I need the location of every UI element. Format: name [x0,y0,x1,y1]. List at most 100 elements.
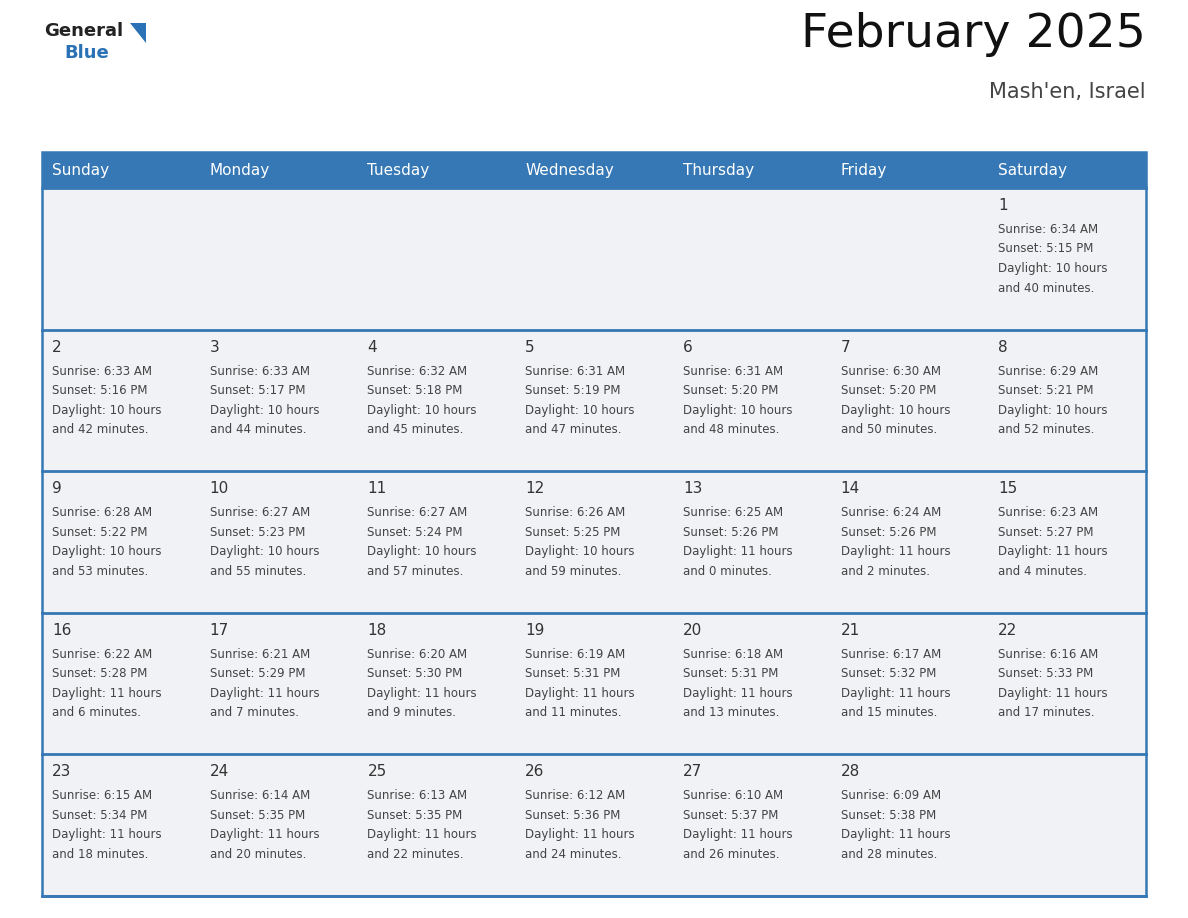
Bar [42,471,1146,613]
Text: Daylight: 10 hours: Daylight: 10 hours [525,545,634,558]
Text: 11: 11 [367,481,386,497]
Text: Sunset: 5:26 PM: Sunset: 5:26 PM [683,526,778,539]
Text: Sunset: 5:22 PM: Sunset: 5:22 PM [52,526,147,539]
Text: and 17 minutes.: and 17 minutes. [998,706,1095,720]
Text: Daylight: 10 hours: Daylight: 10 hours [367,404,476,417]
Text: 2: 2 [52,340,62,354]
Text: Sunset: 5:23 PM: Sunset: 5:23 PM [210,526,305,539]
Text: 19: 19 [525,622,544,638]
Bar [42,188,1146,330]
Text: Sunset: 5:17 PM: Sunset: 5:17 PM [210,384,305,397]
Text: Sunset: 5:30 PM: Sunset: 5:30 PM [367,667,462,680]
Text: Daylight: 11 hours: Daylight: 11 hours [841,687,950,700]
Text: Sunrise: 6:15 AM: Sunrise: 6:15 AM [52,789,152,802]
Text: Sunrise: 6:26 AM: Sunrise: 6:26 AM [525,506,625,520]
Text: Sunset: 5:29 PM: Sunset: 5:29 PM [210,667,305,680]
Text: 9: 9 [52,481,62,497]
Text: Mash'en, Israel: Mash'en, Israel [990,82,1146,102]
Text: and 6 minutes.: and 6 minutes. [52,706,141,720]
Text: Sunrise: 6:18 AM: Sunrise: 6:18 AM [683,648,783,661]
Text: Sunrise: 6:31 AM: Sunrise: 6:31 AM [525,364,625,377]
Text: Sunset: 5:26 PM: Sunset: 5:26 PM [841,526,936,539]
Text: 17: 17 [210,622,229,638]
Bar [42,152,1146,188]
Text: Sunday: Sunday [52,162,109,177]
Text: Sunset: 5:16 PM: Sunset: 5:16 PM [52,384,147,397]
Text: Sunset: 5:31 PM: Sunset: 5:31 PM [525,667,620,680]
Text: Sunrise: 6:12 AM: Sunrise: 6:12 AM [525,789,625,802]
Text: and 4 minutes.: and 4 minutes. [998,565,1087,577]
Text: and 55 minutes.: and 55 minutes. [210,565,307,577]
Text: Daylight: 11 hours: Daylight: 11 hours [841,545,950,558]
Bar [42,330,1146,471]
Text: 22: 22 [998,622,1018,638]
Text: Sunrise: 6:29 AM: Sunrise: 6:29 AM [998,364,1099,377]
Text: Sunrise: 6:10 AM: Sunrise: 6:10 AM [683,789,783,802]
Text: and 2 minutes.: and 2 minutes. [841,565,929,577]
Text: Daylight: 10 hours: Daylight: 10 hours [210,545,320,558]
Text: and 20 minutes.: and 20 minutes. [210,848,307,861]
Text: Daylight: 10 hours: Daylight: 10 hours [683,404,792,417]
Text: Sunrise: 6:30 AM: Sunrise: 6:30 AM [841,364,941,377]
Text: Sunrise: 6:14 AM: Sunrise: 6:14 AM [210,789,310,802]
Text: and 52 minutes.: and 52 minutes. [998,423,1094,436]
Bar [42,152,1146,896]
Text: Sunset: 5:25 PM: Sunset: 5:25 PM [525,526,620,539]
Text: 14: 14 [841,481,860,497]
Text: 7: 7 [841,340,851,354]
Text: and 0 minutes.: and 0 minutes. [683,565,772,577]
Text: Sunrise: 6:32 AM: Sunrise: 6:32 AM [367,364,468,377]
Text: Sunrise: 6:27 AM: Sunrise: 6:27 AM [210,506,310,520]
Text: and 59 minutes.: and 59 minutes. [525,565,621,577]
Text: Daylight: 11 hours: Daylight: 11 hours [998,545,1108,558]
Bar [42,755,1146,896]
Text: 23: 23 [52,765,71,779]
Text: 8: 8 [998,340,1007,354]
Text: 4: 4 [367,340,377,354]
Text: Sunset: 5:15 PM: Sunset: 5:15 PM [998,242,1094,255]
Text: Daylight: 11 hours: Daylight: 11 hours [52,828,162,842]
Text: Sunset: 5:19 PM: Sunset: 5:19 PM [525,384,620,397]
Text: Sunrise: 6:22 AM: Sunrise: 6:22 AM [52,648,152,661]
Text: Daylight: 10 hours: Daylight: 10 hours [210,404,320,417]
Text: and 45 minutes.: and 45 minutes. [367,423,463,436]
Text: Sunrise: 6:21 AM: Sunrise: 6:21 AM [210,648,310,661]
Text: Sunset: 5:33 PM: Sunset: 5:33 PM [998,667,1093,680]
Text: Daylight: 11 hours: Daylight: 11 hours [683,828,792,842]
Text: and 9 minutes.: and 9 minutes. [367,706,456,720]
Text: Sunset: 5:31 PM: Sunset: 5:31 PM [683,667,778,680]
Text: Blue: Blue [64,44,109,62]
Text: Daylight: 11 hours: Daylight: 11 hours [367,687,478,700]
Text: Sunset: 5:20 PM: Sunset: 5:20 PM [841,384,936,397]
Text: Daylight: 10 hours: Daylight: 10 hours [52,545,162,558]
Text: and 7 minutes.: and 7 minutes. [210,706,298,720]
Text: Sunset: 5:24 PM: Sunset: 5:24 PM [367,526,463,539]
Bar [42,613,1146,755]
Text: Sunrise: 6:34 AM: Sunrise: 6:34 AM [998,223,1099,236]
Text: Sunset: 5:28 PM: Sunset: 5:28 PM [52,667,147,680]
Text: 12: 12 [525,481,544,497]
Text: Sunrise: 6:27 AM: Sunrise: 6:27 AM [367,506,468,520]
Text: 26: 26 [525,765,544,779]
Text: Daylight: 11 hours: Daylight: 11 hours [367,828,478,842]
Text: and 11 minutes.: and 11 minutes. [525,706,621,720]
Text: Sunset: 5:21 PM: Sunset: 5:21 PM [998,384,1094,397]
Text: and 40 minutes.: and 40 minutes. [998,282,1094,295]
Text: Daylight: 10 hours: Daylight: 10 hours [998,404,1107,417]
Text: 16: 16 [52,622,71,638]
Text: Sunrise: 6:19 AM: Sunrise: 6:19 AM [525,648,625,661]
Text: Sunrise: 6:24 AM: Sunrise: 6:24 AM [841,506,941,520]
Text: Daylight: 11 hours: Daylight: 11 hours [998,687,1108,700]
Text: Daylight: 11 hours: Daylight: 11 hours [683,545,792,558]
Text: Sunset: 5:18 PM: Sunset: 5:18 PM [367,384,463,397]
Text: Sunrise: 6:31 AM: Sunrise: 6:31 AM [683,364,783,377]
Text: 24: 24 [210,765,229,779]
Text: 5: 5 [525,340,535,354]
Text: 1: 1 [998,198,1007,213]
Text: 28: 28 [841,765,860,779]
Text: Daylight: 10 hours: Daylight: 10 hours [525,404,634,417]
Text: Monday: Monday [210,162,270,177]
Text: and 57 minutes.: and 57 minutes. [367,565,463,577]
Text: Sunrise: 6:33 AM: Sunrise: 6:33 AM [210,364,310,377]
Text: 25: 25 [367,765,386,779]
